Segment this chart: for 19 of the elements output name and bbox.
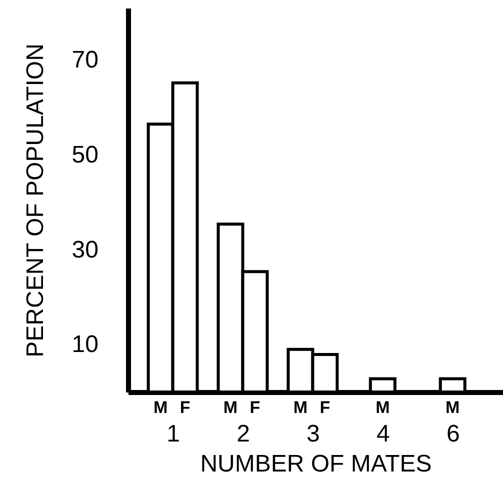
y-tick-label: 50 — [72, 141, 98, 168]
text: M — [223, 398, 238, 417]
text: M — [446, 398, 460, 417]
text: F — [250, 398, 260, 417]
x-tick-label: 6 — [446, 420, 460, 448]
x-tick-label: 2 — [236, 420, 250, 448]
text: F — [320, 398, 330, 417]
y-tick-label: 30 — [72, 236, 98, 264]
x-tick-label: 3 — [306, 420, 320, 448]
series-label: M — [153, 398, 168, 417]
x-tick-label: 4 — [376, 420, 390, 448]
x-axis-title: NUMBER OF MATES — [200, 450, 432, 478]
series-label: F — [180, 398, 190, 417]
y-axis-title: PERCENT OF POPULATION — [22, 44, 49, 358]
x-tick-label: 1 — [166, 420, 180, 448]
y-tick-label: 70 — [72, 46, 98, 74]
y-tick-label: 10 — [72, 331, 98, 358]
text: M — [376, 398, 390, 417]
text: M — [293, 398, 308, 417]
